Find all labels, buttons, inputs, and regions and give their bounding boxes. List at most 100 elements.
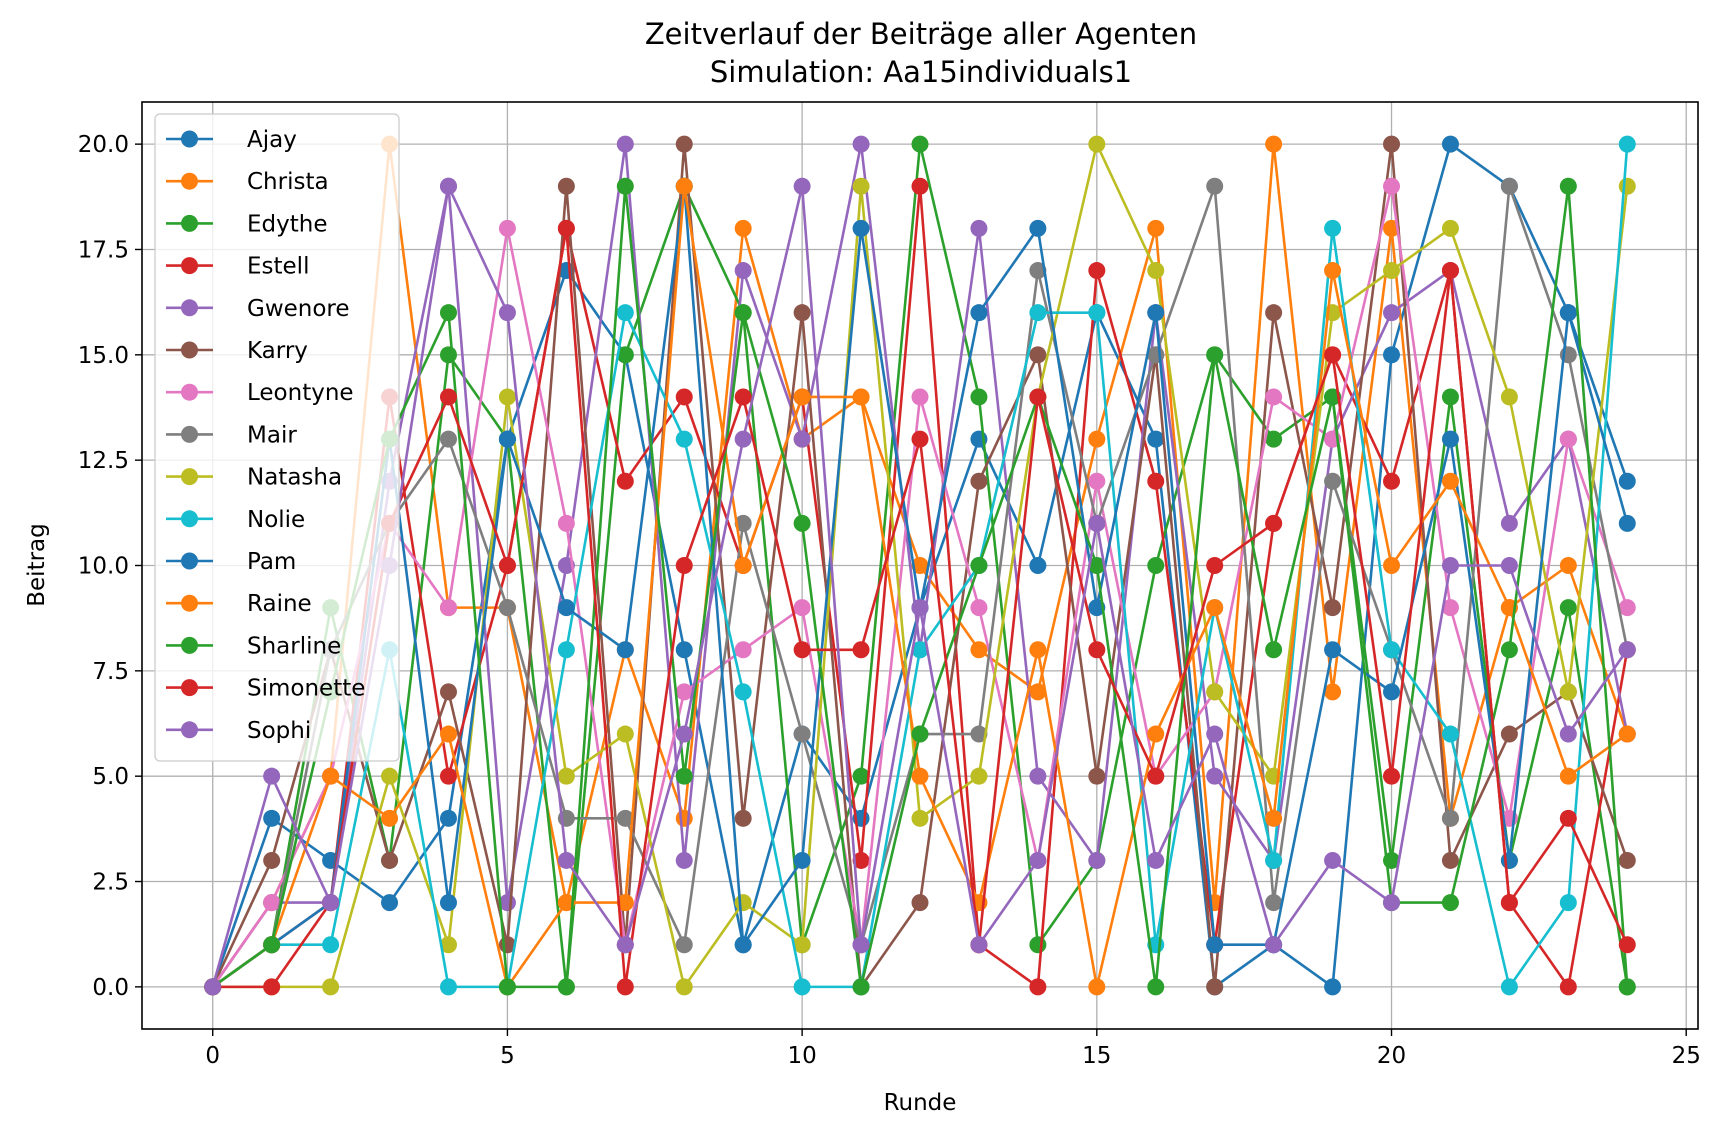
data-point [793, 851, 811, 869]
legend-marker [181, 679, 198, 697]
data-point [734, 388, 752, 406]
data-point [381, 767, 399, 785]
data-point [1441, 851, 1459, 869]
data-point [1147, 304, 1165, 322]
data-point [675, 388, 693, 406]
data-point [675, 683, 693, 701]
data-point [1324, 683, 1342, 701]
data-point [498, 388, 516, 406]
data-point [675, 978, 693, 996]
x-tick-label: 0 [205, 1043, 220, 1069]
legend-marker [181, 383, 198, 401]
legend-marker [181, 425, 198, 443]
data-point [911, 177, 929, 195]
y-axis-label: Beitrag [24, 523, 50, 607]
legend-label: Leontyne [247, 380, 354, 406]
data-point [1088, 262, 1106, 280]
data-point [1324, 472, 1342, 490]
data-point [1265, 641, 1283, 659]
legend-item-sharline: Sharline [166, 633, 341, 659]
data-point [1441, 599, 1459, 617]
data-point [911, 557, 929, 574]
data-point [970, 641, 988, 659]
axis-ticks: 0 5 10 15 20 25 0.0 2.5 5.0 7.5 10.0 12.5 15.0 17.5 20… [78, 132, 1701, 1069]
data-point [322, 894, 340, 912]
data-point [1029, 557, 1047, 574]
data-point [616, 894, 634, 912]
data-point [1500, 557, 1518, 574]
legend-marker [181, 721, 198, 739]
legend-label: Nolie [247, 507, 305, 533]
data-point [498, 557, 516, 574]
legend-item-natasha: Natasha [166, 465, 342, 491]
data-point [439, 978, 457, 996]
legend-item-karry: Karry [166, 338, 308, 364]
data-point [1265, 936, 1283, 954]
data-point [970, 725, 988, 743]
data-point [557, 641, 575, 659]
data-point [322, 767, 340, 785]
data-point [793, 430, 811, 448]
legend-label: Edythe [247, 211, 328, 237]
data-point [263, 767, 281, 785]
legend-marker [181, 594, 198, 612]
data-point [1147, 430, 1165, 448]
data-point [1147, 725, 1165, 743]
data-point [557, 851, 575, 869]
data-point [675, 177, 693, 195]
data-point [734, 304, 752, 322]
data-point [1383, 262, 1401, 280]
legend-label: Estell [247, 254, 309, 280]
data-point [498, 304, 516, 322]
data-point [1500, 177, 1518, 195]
data-point [734, 514, 752, 532]
data-point [1559, 177, 1577, 195]
y-tick-label: 20.0 [78, 132, 129, 158]
legend-label: Natasha [247, 465, 342, 491]
data-point [616, 472, 634, 490]
data-point [793, 725, 811, 743]
data-point [616, 135, 634, 153]
data-point [1618, 978, 1636, 996]
data-point [734, 430, 752, 448]
legend-marker [181, 172, 198, 190]
data-point [1088, 135, 1106, 153]
data-point [1441, 557, 1459, 574]
data-point [1324, 346, 1342, 364]
data-point [1147, 767, 1165, 785]
data-point [1147, 851, 1165, 869]
y-tick-label: 7.5 [92, 659, 129, 685]
data-point [439, 809, 457, 827]
data-point [1088, 851, 1106, 869]
data-point [793, 978, 811, 996]
data-point [1265, 388, 1283, 406]
data-point [675, 725, 693, 743]
data-point [1088, 978, 1106, 996]
x-tick-label: 20 [1377, 1043, 1406, 1069]
data-point [1559, 430, 1577, 448]
legend-label: Sophi [247, 718, 311, 744]
y-tick-label: 2.5 [92, 870, 129, 896]
data-point [1265, 430, 1283, 448]
data-point [263, 851, 281, 869]
data-point [1500, 851, 1518, 869]
data-point [1383, 346, 1401, 364]
data-point [1618, 851, 1636, 869]
data-point [1500, 894, 1518, 912]
y-tick-label: 0.0 [92, 975, 129, 1001]
series-raine [204, 177, 1636, 996]
data-point [1206, 177, 1224, 195]
legend-marker [181, 214, 198, 232]
series-sophi [204, 177, 1636, 996]
data-point [1088, 557, 1106, 574]
data-point [852, 851, 870, 869]
legend: Ajay Christa Edythe Estell Gwenore Karry Leont… [154, 113, 400, 762]
data-point [734, 809, 752, 827]
data-point [1441, 894, 1459, 912]
data-point [439, 725, 457, 743]
legend-marker [181, 299, 198, 317]
x-tick-label: 25 [1672, 1043, 1701, 1069]
data-point [616, 641, 634, 659]
data-point [1088, 472, 1106, 490]
data-point [1147, 472, 1165, 490]
